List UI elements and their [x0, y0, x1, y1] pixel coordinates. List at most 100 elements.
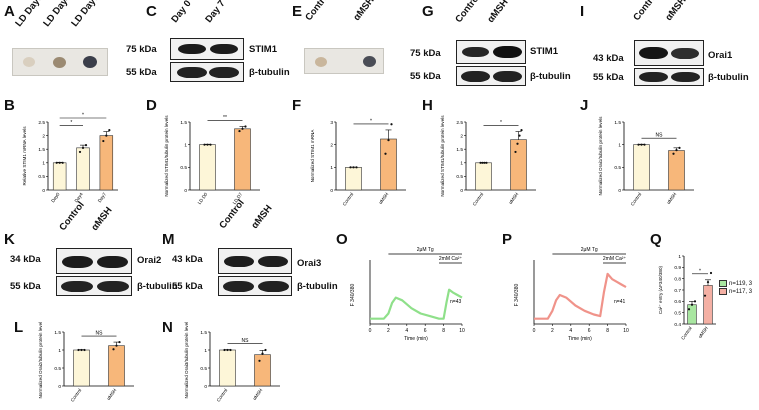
data-point [518, 134, 521, 137]
protein-label-bottom: β-tubulin [249, 67, 290, 78]
protein-label-top: STIM1 [249, 44, 277, 55]
bar [234, 128, 251, 191]
y-tick-label: 0.4 [674, 322, 681, 328]
panel-label-q: Q [650, 231, 662, 248]
x-tick-label: 6 [424, 328, 427, 334]
data-point [223, 348, 226, 352]
x-tick-label: LD D0 [197, 191, 209, 205]
y-axis-label: Ca²⁺ entry (ΔF340/380) [658, 265, 663, 314]
lane-label-day0: LD Day0 [13, 0, 46, 29]
data-point [643, 143, 646, 146]
band [224, 256, 254, 267]
protein-label-bottom: β-tubulin [137, 281, 178, 292]
bar [510, 139, 527, 191]
bar [199, 144, 216, 191]
panel-label-i: I [580, 3, 585, 20]
data-point [83, 348, 86, 352]
x-tick-label: Control [680, 326, 693, 341]
blot-stim1 [456, 40, 526, 64]
data-point [514, 150, 517, 154]
band [209, 67, 239, 78]
protein-label-top: Orai1 [708, 50, 733, 61]
y-tick-label: 0.5 [54, 366, 61, 372]
data-point [112, 348, 115, 351]
x-tick-label: Day4 [74, 191, 85, 203]
pellet-day7 [83, 56, 97, 68]
panel-label-f: F [292, 97, 302, 114]
y-tick-label: 0.9 [674, 265, 681, 271]
legend-item-amsh: n=117, 3 [719, 288, 752, 295]
data-point [77, 348, 80, 352]
chart-f: 0 1 2 3 Normalized STIM1 mRNA Control αMSH * [310, 118, 406, 207]
data-point [115, 344, 118, 347]
band [258, 256, 288, 267]
significance-label: NS [656, 133, 664, 139]
panel-label-k: K [4, 231, 15, 248]
x-tick-label: Control [630, 192, 643, 207]
y-tick-label: 0 [42, 188, 45, 194]
kda-marker-bottom: 55 kDa [410, 71, 441, 82]
data-point [81, 146, 85, 149]
x-tick-label: 10 [623, 328, 629, 334]
bar [633, 144, 650, 191]
chart-p: 0 2 4 6 8 10 Time (min) F 340/380 2μM Tg 2mM Ca²⁺… [514, 247, 629, 342]
bar [99, 135, 114, 191]
bar [76, 147, 90, 191]
kda-marker-top: 43 kDa [172, 254, 203, 265]
panel-label-j: J [580, 97, 589, 114]
data-point [238, 129, 241, 133]
band [61, 281, 93, 292]
cell-pellet-tube [304, 48, 384, 74]
band [62, 256, 93, 268]
legend-label: n=119, 3 [729, 281, 753, 288]
significance-label: NS [242, 338, 250, 344]
blot-tubulin [56, 276, 132, 296]
x-tick-label: 0 [533, 328, 536, 334]
y-axis-label: Normalized Orai3/tubulin protein levels [184, 322, 189, 398]
band [177, 67, 207, 78]
bar [108, 345, 125, 387]
data-point [229, 348, 232, 352]
bar [380, 138, 397, 191]
data-point [84, 144, 88, 147]
data-point [102, 139, 105, 143]
band [97, 256, 128, 268]
x-axis-label: Time (min) [404, 336, 428, 342]
lane-label-amsh: αMSH [663, 0, 689, 24]
x-tick-label: Control [70, 388, 83, 403]
data-point [105, 134, 108, 137]
data-point [209, 143, 212, 146]
x-tick-label: αMSH [508, 192, 519, 205]
kda-marker-top: 43 kDa [593, 53, 624, 64]
y-tick-label: 2.5 [456, 120, 463, 126]
band [493, 46, 522, 58]
protein-label-top: Orai3 [297, 258, 322, 269]
band [493, 71, 522, 82]
pellet-amsh [363, 56, 376, 67]
data-point [261, 352, 264, 355]
blot-tubulin [170, 62, 244, 82]
y-tick-label: 0 [58, 384, 61, 390]
data-point [387, 139, 390, 142]
lane-label-day-7: Day 7 [203, 0, 228, 26]
y-tick-label: 1 [618, 142, 621, 148]
trace-line [534, 272, 627, 320]
significance-label: NS [96, 331, 104, 337]
x-tick-label: 8 [442, 328, 445, 334]
bar [703, 285, 713, 325]
data-point [226, 348, 229, 352]
legend-item-control: n=119, 3 [719, 280, 752, 287]
x-tick-label: Control [216, 388, 229, 403]
y-tick-label: 0.7 [674, 288, 681, 294]
kda-marker-bottom: 55 kDa [126, 67, 157, 78]
data-point [690, 303, 694, 306]
x-tick-label: 4 [405, 328, 408, 334]
band [223, 281, 254, 292]
chart-o: 0 2 4 6 8 10 Time (min) F 340/380 2μM Tg 2mM Ca²⁺… [350, 247, 465, 342]
data-point [118, 340, 121, 344]
y-tick-label: 0 [204, 384, 207, 390]
blot-tubulin [456, 66, 526, 86]
chart-q: 0.4 0.5 0.6 0.7 0.8 0.9 1 Ca²⁺ entry (ΔF340/380… [658, 254, 716, 341]
blot-orai2 [56, 248, 132, 274]
x-tick-label: Control [342, 192, 355, 207]
